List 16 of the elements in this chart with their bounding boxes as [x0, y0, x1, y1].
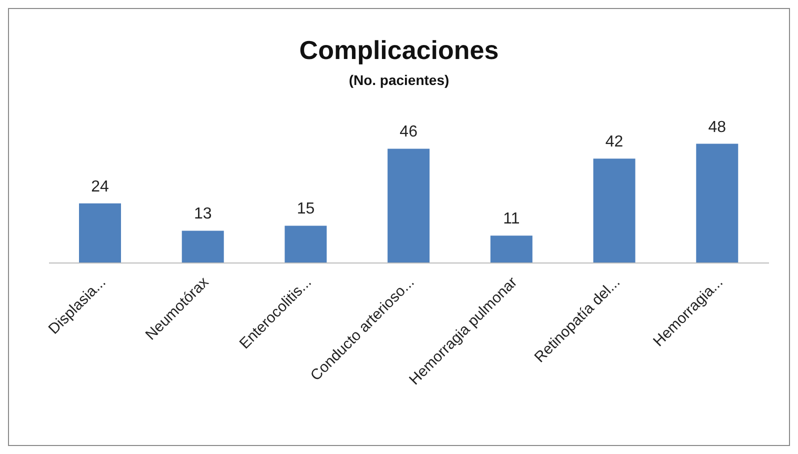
bar — [284, 226, 327, 263]
data-label: 48 — [708, 118, 726, 136]
bar — [490, 236, 532, 263]
chart-title: Complicaciones — [298, 35, 500, 66]
bar — [593, 158, 636, 263]
bar — [388, 148, 430, 263]
chart-subtitle: (No. pacientes) — [348, 72, 450, 88]
data-label: 24 — [91, 178, 109, 196]
data-label: 15 — [296, 200, 315, 218]
data-label: 11 — [503, 210, 520, 228]
data-label: 42 — [605, 134, 624, 151]
data-label: 13 — [194, 206, 212, 223]
data-label: 46 — [400, 124, 418, 141]
bar — [696, 144, 738, 263]
bar — [182, 230, 224, 263]
bar — [79, 203, 121, 263]
